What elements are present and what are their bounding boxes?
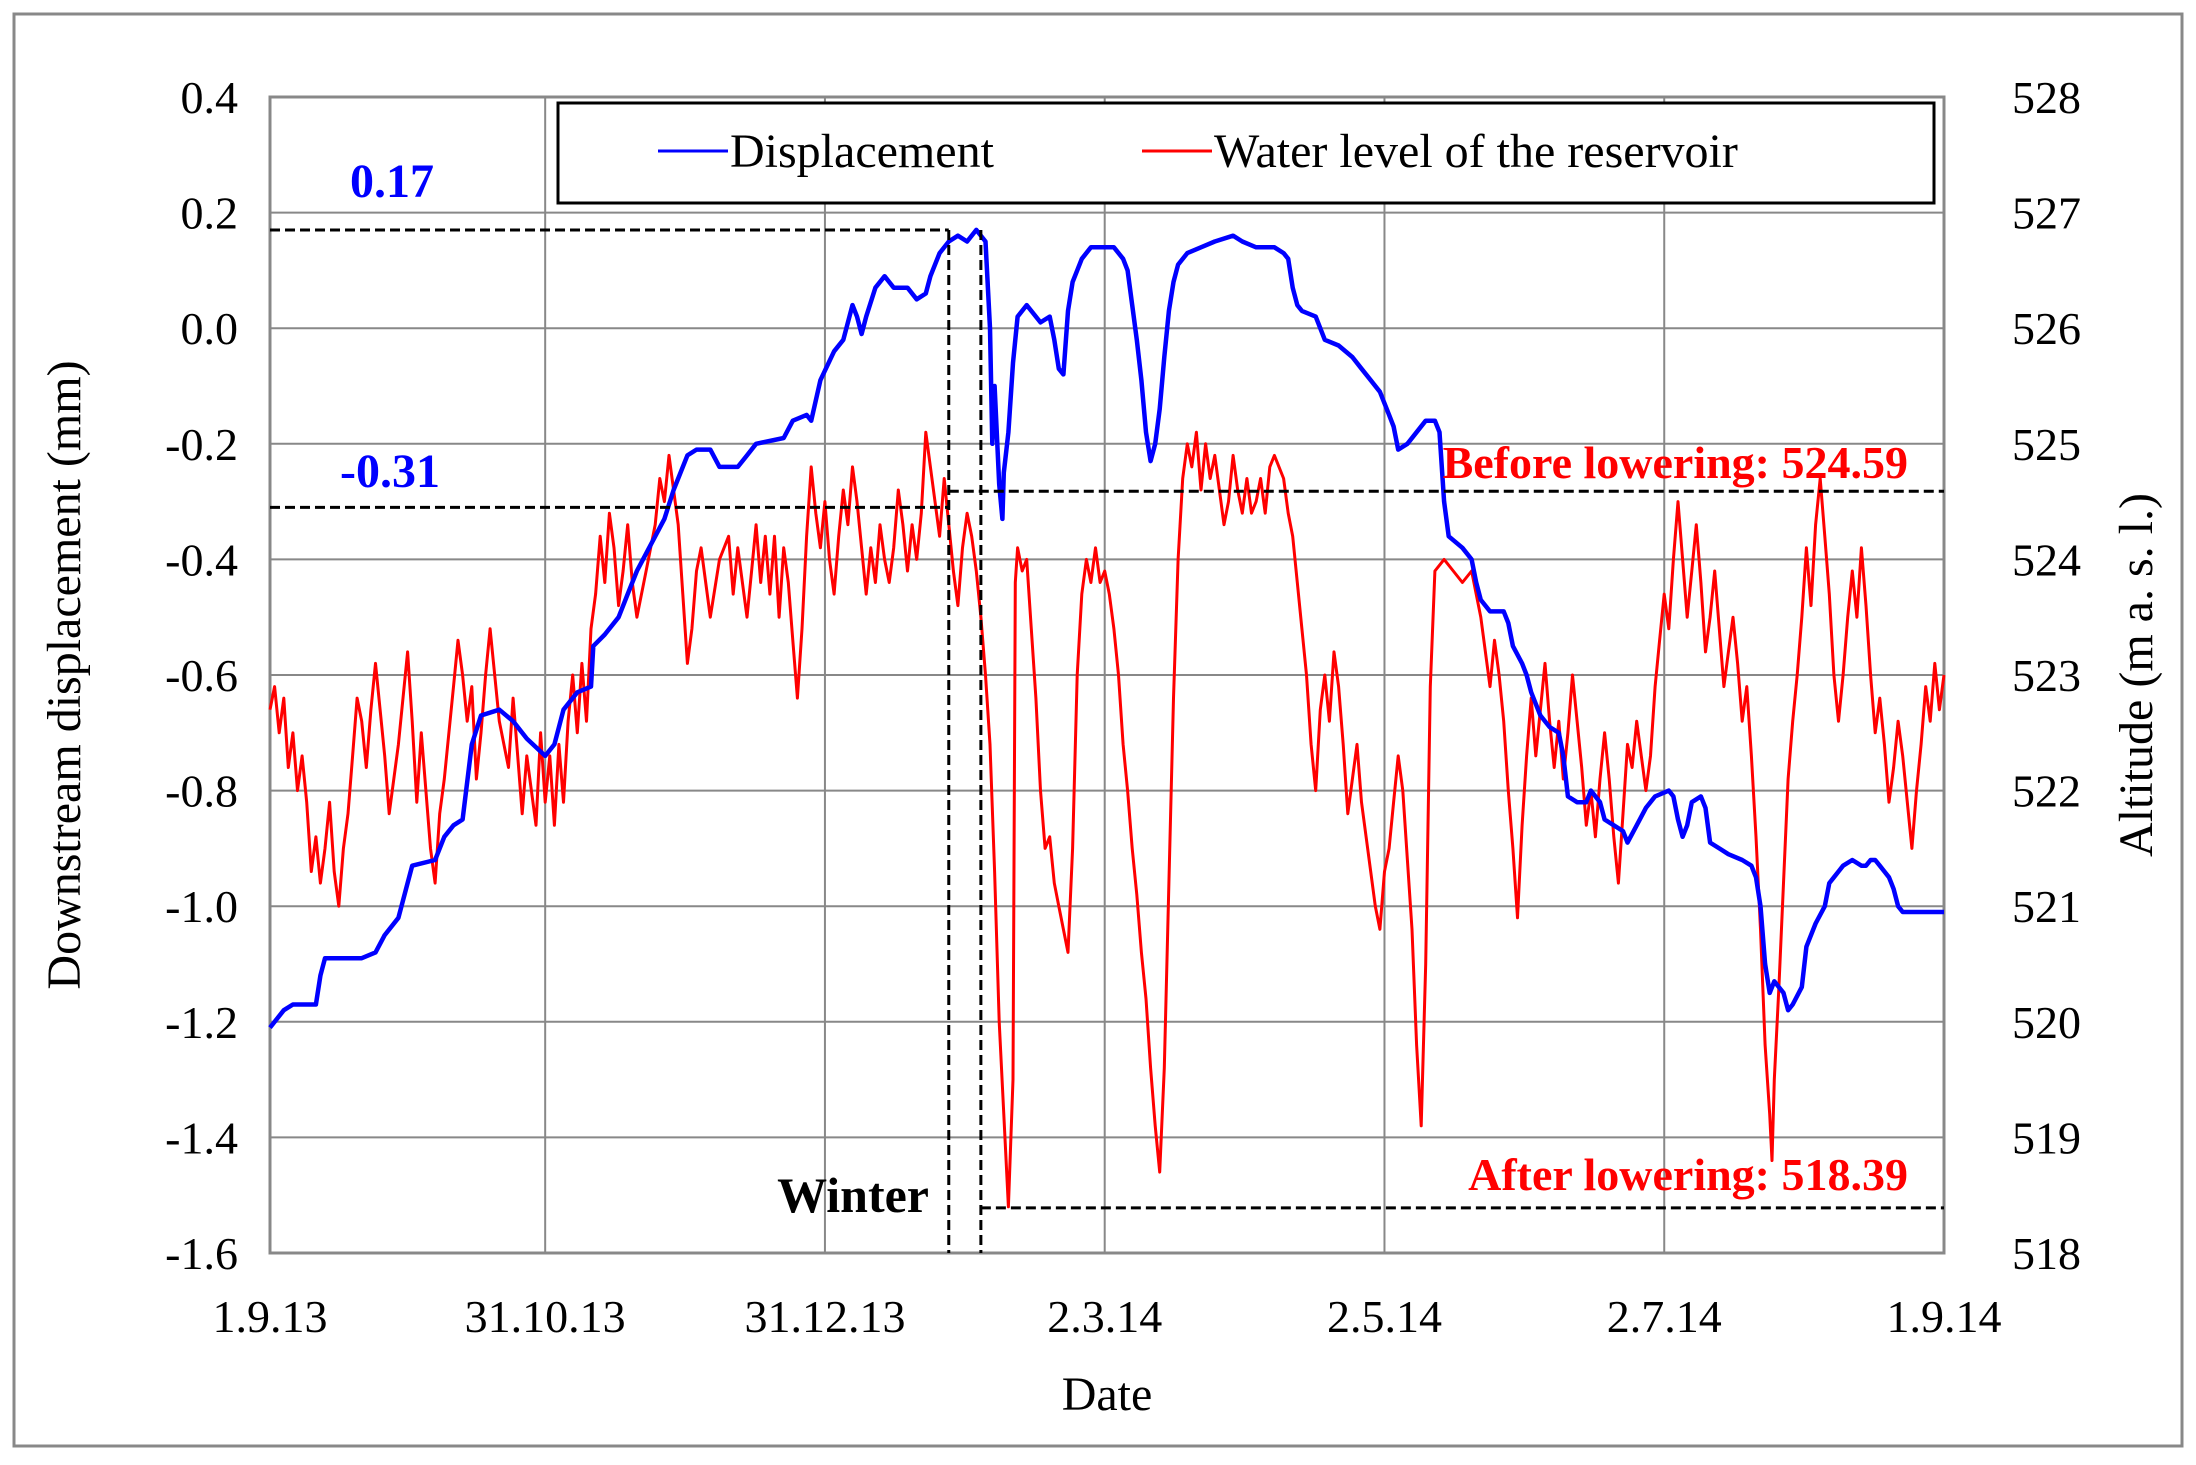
legend-label-water-level: Water level of the reservoir xyxy=(1214,125,1738,178)
x-tick-label: 1.9.13 xyxy=(213,1291,328,1342)
y-tick-label-left: -0.2 xyxy=(165,419,238,470)
x-axis-title: Date xyxy=(1062,1368,1153,1421)
annotation-before-lowering: Before lowering: 524.59 xyxy=(1443,437,1908,488)
y-tick-label-left: 0.2 xyxy=(181,188,239,239)
y-tick-label-right: 526 xyxy=(2012,303,2081,354)
tick-labels: 0.4 528 0.2 527 0.0 526 -0.2 525 -0.4 524 -0.6 523 -… xyxy=(165,72,2081,1342)
y-axis-title-right: Altitude (m a. s. l.) xyxy=(2110,493,2163,857)
annotation-winter: Winter xyxy=(777,1167,929,1223)
x-tick-label: 2.3.14 xyxy=(1047,1291,1162,1342)
y-tick-label-right: 528 xyxy=(2012,72,2081,123)
series-line-displacement xyxy=(268,227,1944,1029)
y-tick-label-left: -0.6 xyxy=(165,650,238,701)
y-tick-label-left: -1.6 xyxy=(165,1228,238,1279)
legend: Displacement Water level of the reservoi… xyxy=(556,101,1936,205)
annotation-max-displacement: 0.17 xyxy=(350,155,434,208)
y-tick-label-left: 0.0 xyxy=(181,303,239,354)
figure-border xyxy=(12,12,2184,1448)
x-tick-label: 2.5.14 xyxy=(1327,1291,1442,1342)
y-tick-label-left: -1.4 xyxy=(165,1112,238,1163)
series-layer xyxy=(268,227,1946,1209)
x-tick-label: 2.7.14 xyxy=(1607,1291,1722,1342)
y-axis-title-left: Downstream displacement (mm) xyxy=(38,360,91,989)
y-tick-label-right: 522 xyxy=(2012,766,2081,817)
y-tick-label-right: 525 xyxy=(2012,419,2081,470)
y-tick-label-right: 520 xyxy=(2012,997,2081,1048)
y-tick-label-left: -0.8 xyxy=(165,766,238,817)
legend-box xyxy=(556,101,1936,205)
annotation-min-displacement: -0.31 xyxy=(340,445,440,498)
legend-label-displacement: Displacement xyxy=(730,125,995,178)
y-tick-label-left: -0.4 xyxy=(165,534,238,585)
reference-lines xyxy=(270,228,1944,1253)
y-tick-label-right: 519 xyxy=(2012,1112,2081,1163)
y-tick-label-right: 524 xyxy=(2012,534,2081,585)
series-line-water-level xyxy=(268,430,1946,1209)
y-tick-label-right: 523 xyxy=(2012,650,2081,701)
x-tick-label: 1.9.14 xyxy=(1887,1291,2002,1342)
y-tick-label-left: -1.2 xyxy=(165,997,238,1048)
x-tick-label: 31.12.13 xyxy=(744,1291,905,1342)
x-tick-label: 31.10.13 xyxy=(465,1291,626,1342)
y-tick-label-right: 527 xyxy=(2012,188,2081,239)
y-tick-label-right: 521 xyxy=(2012,881,2081,932)
annotation-after-lowering: After lowering: 518.39 xyxy=(1468,1149,1908,1200)
y-tick-label-left: 0.4 xyxy=(181,72,239,123)
y-tick-label-right: 518 xyxy=(2012,1228,2081,1279)
y-tick-label-left: -1.0 xyxy=(165,881,238,932)
